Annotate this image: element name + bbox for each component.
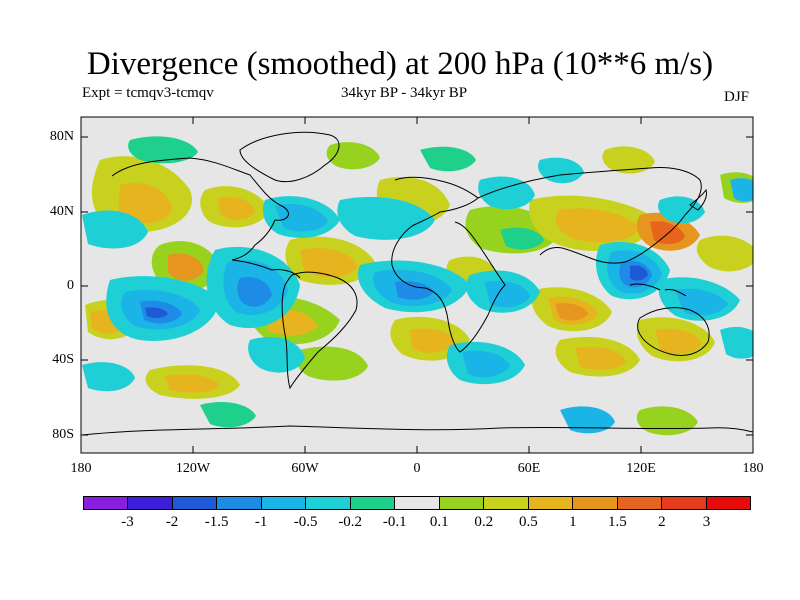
colorbar-swatch bbox=[573, 497, 618, 509]
colorbar-swatch bbox=[261, 497, 307, 509]
colorbar-swatch bbox=[662, 497, 707, 509]
lat-label-40s: 40S bbox=[52, 352, 74, 367]
axis-ticks bbox=[81, 117, 753, 453]
colorbar-label: -1 bbox=[254, 514, 268, 530]
colorbar-swatch bbox=[84, 497, 129, 509]
colorbar-label: -2 bbox=[165, 514, 179, 530]
lon-label-120w: 120W bbox=[175, 461, 211, 476]
lon-label-180w: 180 bbox=[70, 461, 92, 476]
colorbar-swatch bbox=[706, 497, 751, 509]
colorbar-label: 1 bbox=[569, 514, 577, 530]
colorbar-label: -0.1 bbox=[382, 514, 407, 530]
colorbar-label: 2 bbox=[658, 514, 666, 530]
colorbar-swatch bbox=[172, 497, 218, 509]
divergence-contours bbox=[82, 136, 753, 436]
colorbar-label: 1.5 bbox=[608, 514, 627, 530]
colorbar-swatch bbox=[306, 497, 351, 509]
colorbar-swatch bbox=[350, 497, 396, 509]
lat-label-80s: 80S bbox=[52, 427, 74, 442]
lon-label-180e: 180 bbox=[742, 461, 764, 476]
indonesia-coast bbox=[629, 283, 687, 297]
colorbar-swatch bbox=[484, 497, 529, 509]
colorbar-swatch bbox=[395, 497, 440, 509]
experiment-label: Expt = tcmqv3-tcmqv bbox=[82, 85, 214, 101]
period-label: 34kyr BP - 34kyr BP bbox=[341, 85, 468, 101]
lat-label-80n: 80N bbox=[49, 129, 74, 144]
colorbar-label: 0.2 bbox=[474, 514, 494, 530]
asia-coast bbox=[477, 167, 702, 264]
north-america-coast bbox=[111, 157, 301, 279]
colorbar-swatch bbox=[528, 497, 574, 509]
greenland-coast bbox=[239, 131, 340, 183]
colorbar-swatch bbox=[617, 497, 663, 509]
positive-divergence-regions bbox=[85, 142, 753, 436]
lon-label-60w: 60W bbox=[291, 461, 319, 476]
lat-label-40n: 40N bbox=[49, 204, 74, 219]
colorbar-swatch bbox=[217, 497, 262, 509]
lat-label-equator: 0 bbox=[67, 278, 74, 293]
australia-coast bbox=[637, 307, 710, 356]
colorbar-label: 3 bbox=[702, 514, 711, 530]
antarctica-coast bbox=[81, 425, 753, 436]
south-america-coast bbox=[281, 271, 358, 390]
colorbar-label: -0.5 bbox=[293, 514, 318, 530]
lon-label-60e: 60E bbox=[517, 461, 541, 476]
colorbar-label: 0.5 bbox=[518, 514, 538, 530]
colorbar-swatch bbox=[439, 497, 485, 509]
japan-coast bbox=[689, 188, 707, 211]
lon-label-120e: 120E bbox=[626, 461, 656, 476]
weak-divergence-regions bbox=[128, 136, 544, 428]
season-label: DJF bbox=[724, 89, 750, 105]
colorbar-label: -0.2 bbox=[338, 514, 363, 530]
lon-label-0: 0 bbox=[413, 461, 421, 476]
colorbar-swatch bbox=[128, 497, 173, 509]
coastlines bbox=[81, 131, 753, 436]
map-title: Divergence (smoothed) at 200 hPa (10**6 … bbox=[86, 46, 714, 82]
colorbar-label: -3 bbox=[121, 514, 134, 530]
colorbar-label: 0.1 bbox=[429, 514, 449, 530]
colorbar bbox=[83, 496, 751, 510]
negative-divergence-regions bbox=[82, 157, 753, 434]
colorbar-label: -1.5 bbox=[204, 514, 229, 530]
